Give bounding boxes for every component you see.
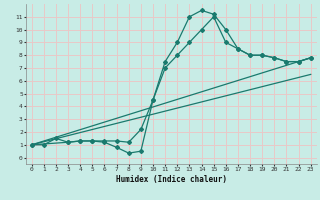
X-axis label: Humidex (Indice chaleur): Humidex (Indice chaleur) — [116, 175, 227, 184]
